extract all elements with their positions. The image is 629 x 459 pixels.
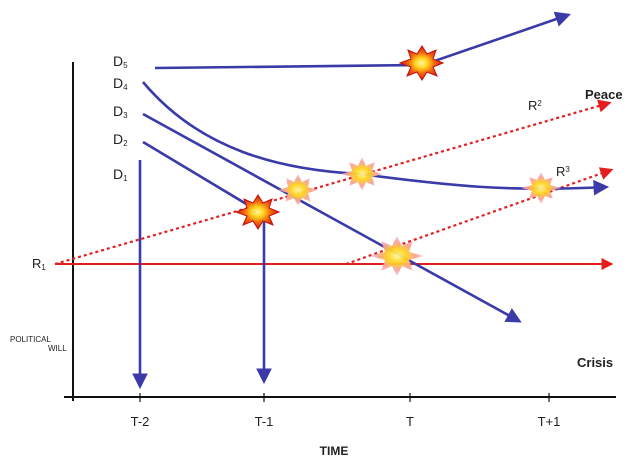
r2-line	[54, 99, 612, 266]
d3-r1-burst	[370, 236, 424, 276]
r1-label: R1	[32, 256, 46, 272]
d3-label: D3	[113, 103, 128, 120]
r2-label: R2	[528, 98, 542, 113]
d5-line	[154, 11, 571, 70]
d2-line	[142, 140, 259, 213]
d4-r2-burst	[341, 157, 383, 191]
d4-label: D4	[113, 75, 128, 92]
y-axis-label-line1: POLITICAL	[10, 335, 51, 344]
r3-label: R3	[556, 164, 570, 179]
d3-r2-burst	[278, 174, 318, 206]
x-tick-label: T-2	[131, 414, 150, 429]
x-tick-label: T-1	[255, 414, 274, 429]
d2-label: D2	[113, 131, 128, 148]
r3-line	[345, 167, 614, 266]
d2-r2-burst	[234, 194, 281, 230]
y-axis-label-line2: WILL	[48, 344, 67, 353]
x-axis-title: TIME	[320, 444, 349, 458]
x-tick-label: T	[406, 414, 414, 429]
peace-label: Peace	[585, 87, 623, 102]
d1-label: D1	[113, 166, 128, 183]
crisis-label: Crisis	[577, 355, 613, 370]
d3-line	[142, 112, 522, 323]
d5-label: D5	[113, 53, 128, 70]
x-tick-label: T+1	[538, 414, 561, 429]
d4-r3-burst	[521, 172, 561, 204]
d5-event-burst	[398, 45, 445, 81]
